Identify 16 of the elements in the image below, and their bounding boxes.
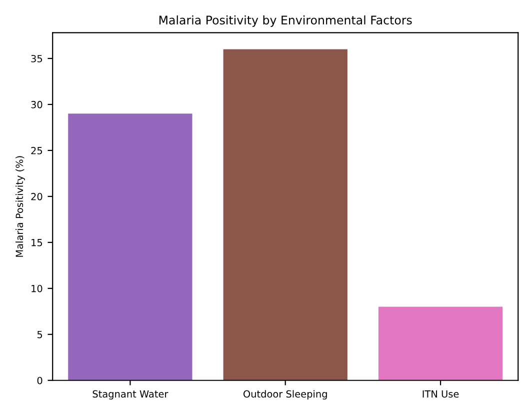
y-tick-label: 25 [31,146,42,154]
y-tick-label: 10 [32,284,42,292]
y-tick-label: 0 [37,376,42,384]
bar [223,49,348,380]
chart-title: Malaria Positivity by Environmental Factors [159,15,412,27]
y-tick-label: 15 [32,239,42,246]
x-tick-label: Outdoor Sleeping [243,390,327,400]
x-tick-label: ITN Use [422,390,459,398]
x-tick-label: Stagnant Water [92,390,168,400]
bar [378,306,503,380]
y-tick-label: 30 [31,100,42,108]
y-tick-label: 5 [37,330,42,338]
y-axis-title: Malaria Positivity (%) [16,156,25,257]
y-tick-label: 35 [31,54,42,62]
y-tick-label: 20 [31,192,42,200]
bar [68,114,192,380]
